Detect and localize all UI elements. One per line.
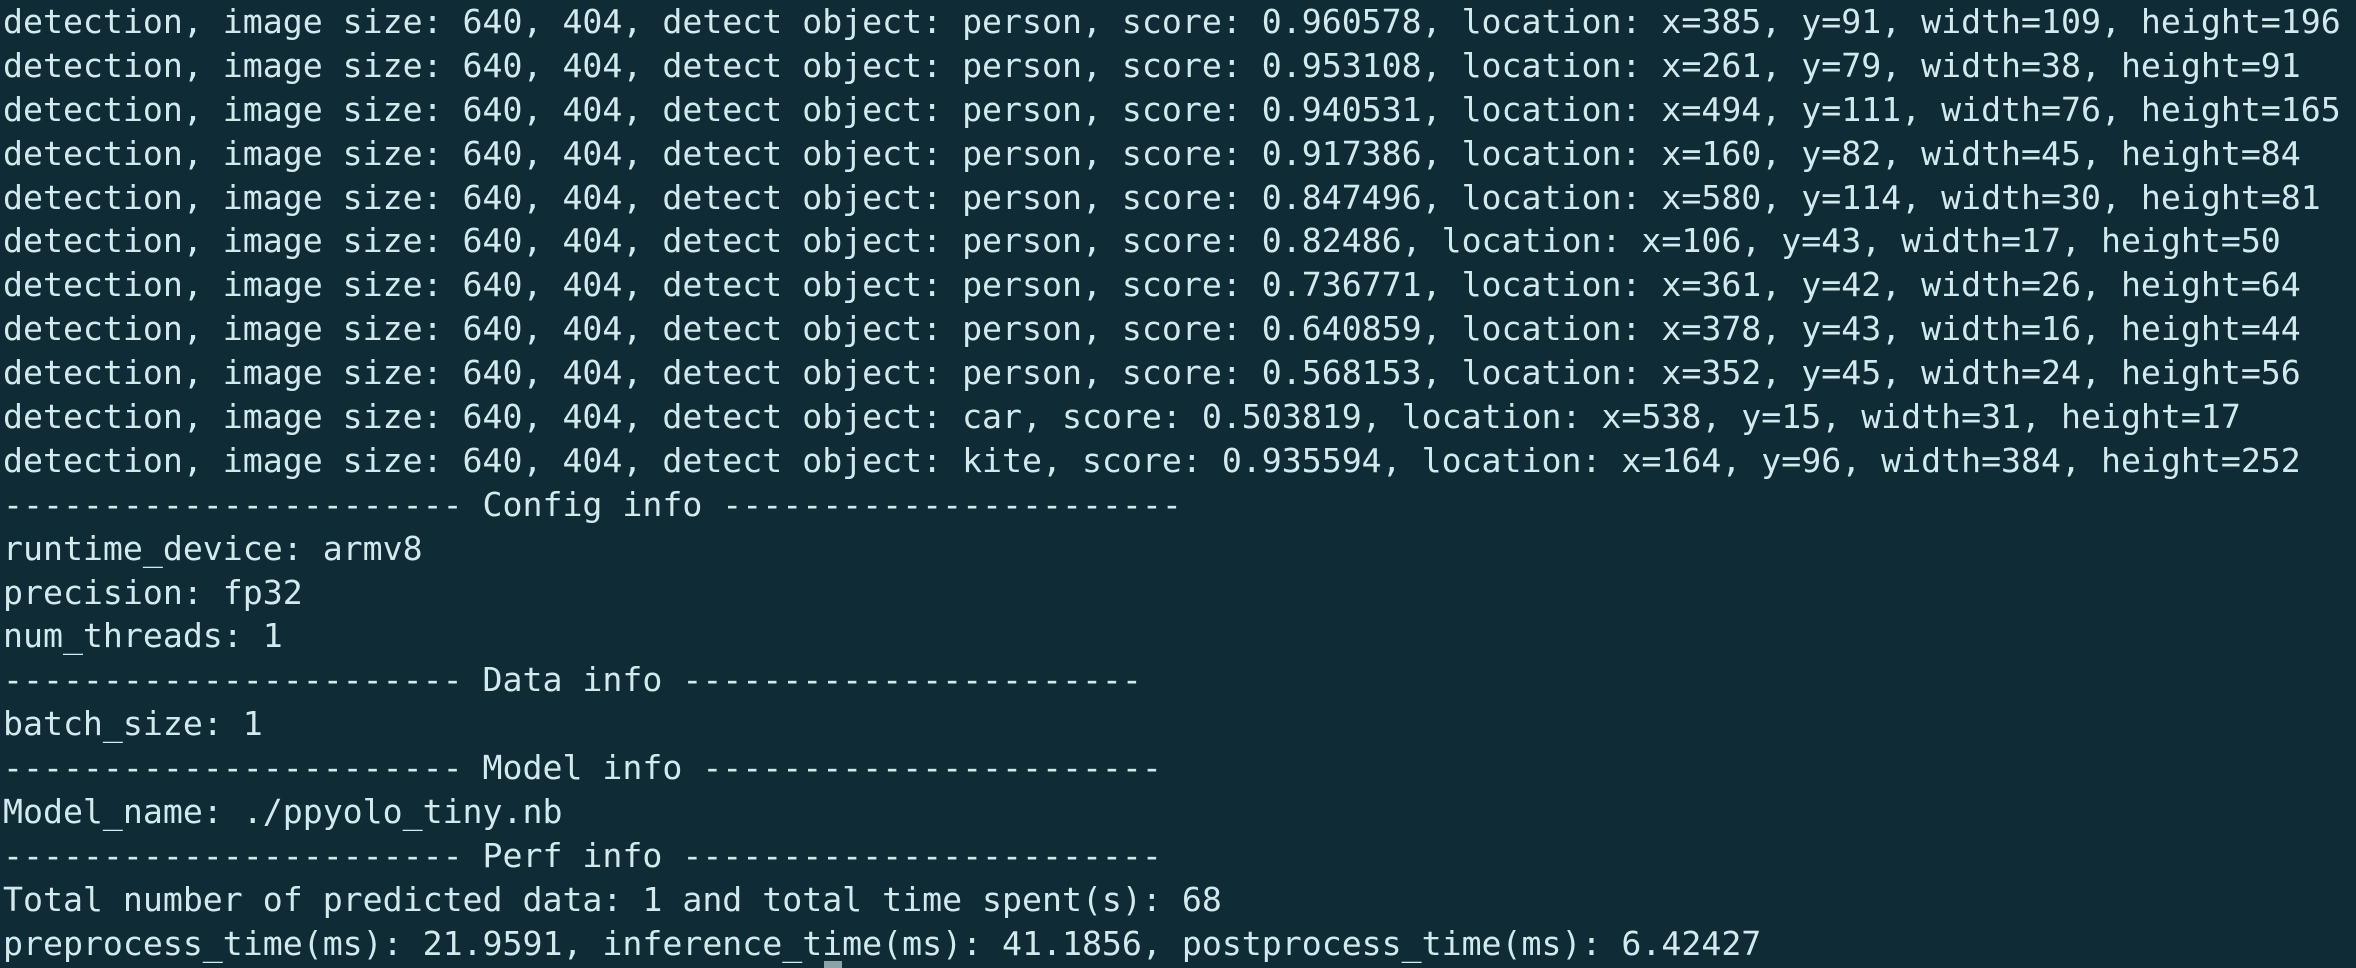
batch-size-line: batch_size: 1: [3, 704, 263, 744]
detection-line: detection, image size: 640, 404, detect …: [3, 440, 2301, 480]
detection-line: detection, image size: 640, 404, detect …: [3, 353, 2301, 393]
detection-line: detection, image size: 640, 404, detect …: [3, 2, 2341, 41]
data-info-header: ----------------------- Data info ------…: [3, 660, 1142, 700]
detection-line: detection, image size: 640, 404, detect …: [3, 89, 2341, 129]
detection-line: detection, image size: 640, 404, detect …: [3, 397, 2241, 437]
runtime-device-line: runtime_device: armv8: [3, 528, 423, 568]
detection-line: detection, image size: 640, 404, detect …: [3, 177, 2321, 217]
timing-breakdown-line: preprocess_time(ms): 21.9591, inference_…: [3, 923, 1762, 963]
detection-line: detection, image size: 640, 404, detect …: [3, 133, 2301, 173]
detection-line: detection, image size: 640, 404, detect …: [3, 45, 2301, 85]
detection-line: detection, image size: 640, 404, detect …: [3, 265, 2301, 305]
terminal-cursor: [824, 961, 842, 968]
total-time-line: Total number of predicted data: 1 and to…: [3, 879, 1222, 919]
model-name-line: Model_name: ./ppyolo_tiny.nb: [3, 792, 563, 832]
detection-line: detection, image size: 640, 404, detect …: [3, 221, 2281, 261]
perf-info-header: ----------------------- Perf info ------…: [3, 835, 1162, 875]
config-info-header: ----------------------- Config info ----…: [3, 484, 1182, 524]
model-info-header: ----------------------- Model info -----…: [3, 748, 1162, 788]
precision-line: precision: fp32: [3, 572, 303, 612]
detection-line: detection, image size: 640, 404, detect …: [3, 309, 2301, 349]
num-threads-line: num_threads: 1: [3, 616, 283, 656]
